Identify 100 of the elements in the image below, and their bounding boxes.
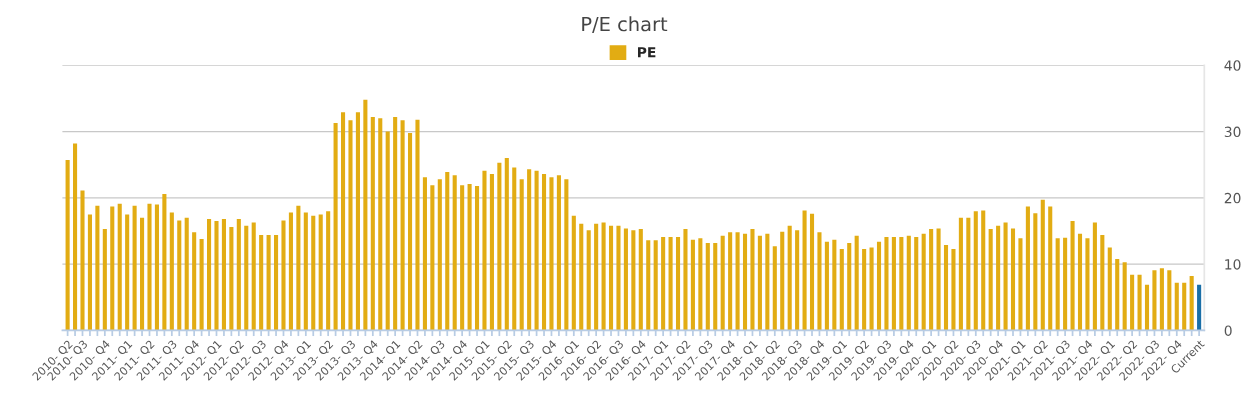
bar [95,205,100,331]
bar [348,120,353,331]
y-tick-label: 20 [1224,192,1241,204]
bar [936,228,941,331]
bar [832,239,837,331]
legend-label: PE [638,47,656,58]
bar [690,239,695,331]
bar [147,203,152,331]
bar [951,248,956,331]
bar [355,112,360,331]
bar [140,217,145,331]
bar [668,237,673,331]
bar [958,217,963,331]
bar [333,122,338,331]
bar [884,237,889,331]
bar [460,185,465,331]
bar [705,242,710,331]
bar [713,242,718,331]
bar [259,235,264,331]
bar [876,241,882,331]
bar [571,215,576,331]
bar [385,131,390,331]
bar [638,229,643,331]
bar [497,162,502,331]
bar [1115,258,1120,331]
bar [728,232,733,331]
bar [177,220,182,331]
bar [787,225,792,331]
bar [616,225,621,331]
bar [973,211,978,331]
bar [117,203,122,331]
bar [430,185,435,331]
bar [1010,228,1016,331]
bar [244,225,249,331]
bar [929,229,934,331]
bar [1018,238,1023,331]
bar [579,223,584,331]
bar [326,211,331,331]
bar [564,179,569,331]
bar [914,237,919,331]
bar [988,229,993,331]
bar [452,175,457,331]
bar [1100,235,1105,331]
y-tick-label: 30 [1224,126,1241,138]
bar [288,212,293,331]
bar [393,116,398,331]
bar [154,204,159,331]
bar [87,214,92,331]
bar [1152,270,1157,331]
bar [541,174,547,331]
bar [839,248,844,331]
bar [102,229,107,331]
bar [437,179,442,331]
bar [899,237,904,331]
bar [772,246,777,331]
bar [519,179,524,331]
bar [1025,206,1030,331]
chart-title: P/E chart [582,16,668,33]
bar [661,237,666,331]
bar [1003,222,1008,331]
bar [1144,284,1150,331]
bar [780,231,785,331]
bar [720,235,725,331]
bar [1174,282,1179,331]
bar [296,205,301,331]
bar [817,232,822,331]
bar [683,229,688,331]
bar [1048,206,1053,331]
bar [623,228,628,331]
bar [80,190,85,331]
bar [757,235,762,331]
bar [1077,233,1083,331]
bar [274,235,279,331]
bar [415,119,420,331]
bar [110,206,115,331]
bar [631,230,636,331]
bar [236,219,241,331]
bar [363,99,368,331]
bar [824,241,829,331]
bar [169,212,174,331]
bar [556,175,561,331]
bar [906,235,911,331]
bar [378,118,383,331]
bar [162,193,167,331]
bar [795,230,800,331]
bar [1167,270,1172,331]
bar [675,237,681,331]
bar [214,221,219,331]
y-tick-label: 40 [1224,60,1241,71]
bar [854,235,859,331]
bar [765,233,770,331]
bar [809,213,815,331]
bar [1122,262,1127,331]
bar [601,222,606,331]
bar [445,172,450,331]
y-tick-label: 10 [1225,259,1241,270]
bar [1197,284,1202,331]
bar [184,217,189,331]
bar [400,120,405,331]
bar [594,223,599,331]
